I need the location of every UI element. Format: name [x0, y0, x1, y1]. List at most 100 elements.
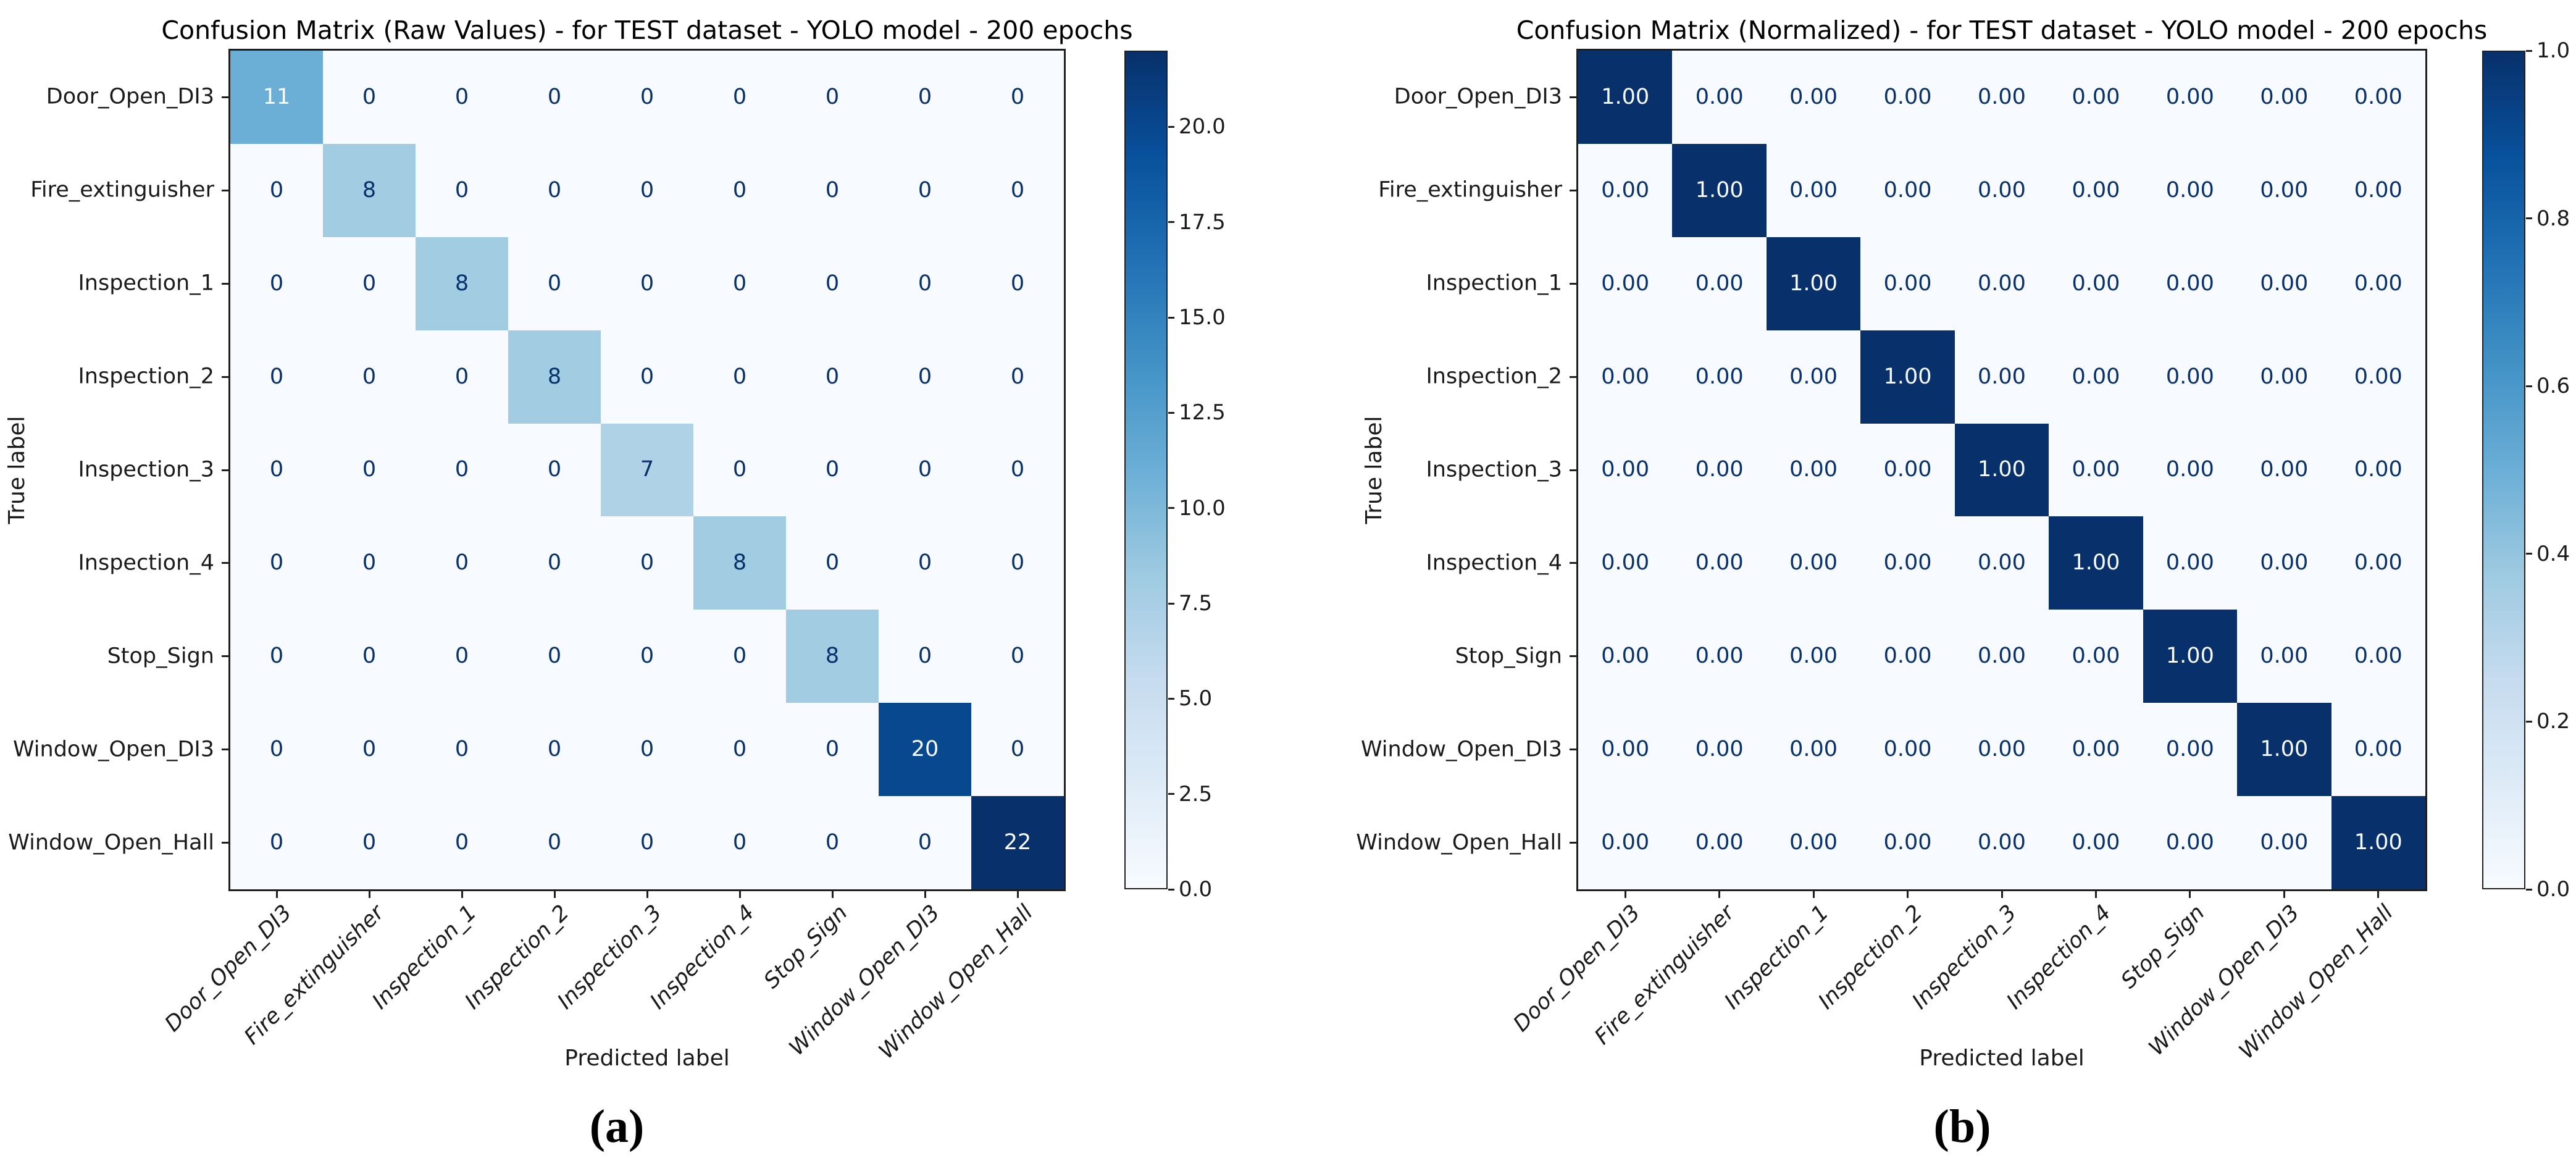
- matrix-cell: 0.00: [2143, 51, 2238, 144]
- y-tick: [222, 189, 228, 191]
- colorbar-tick: [2526, 553, 2532, 555]
- row-label: Inspection_2: [78, 364, 214, 389]
- matrix-cell: 0.00: [2049, 51, 2143, 144]
- matrix-cell: 0: [508, 703, 601, 797]
- matrix-cell: 0.00: [2237, 330, 2331, 424]
- matrix-cell: 0: [786, 423, 879, 517]
- matrix-cell: 0: [879, 423, 971, 517]
- matrix-cell: 0: [323, 516, 416, 610]
- colorbar-tick-label: 15.0: [1179, 305, 1226, 330]
- matrix-cell: 8: [693, 516, 786, 610]
- matrix-cell: 0.00: [1766, 330, 1861, 424]
- matrix-cell: 0: [693, 796, 786, 889]
- matrix-cell: 0: [230, 143, 323, 237]
- colorbar-tick-label: 10.0: [1179, 495, 1226, 521]
- matrix-cell: 0.00: [1860, 796, 1955, 889]
- matrix-cell: 0.00: [1860, 610, 1955, 703]
- matrix-cell: 0.00: [2143, 237, 2238, 330]
- matrix-cell: 0: [693, 610, 786, 703]
- x-tick: [738, 891, 741, 898]
- matrix-cell: 0: [879, 143, 971, 237]
- colorbar-tick-label: 1.0: [2536, 38, 2570, 63]
- matrix-cell: 0: [230, 237, 323, 330]
- matrix-cell: 0.00: [2331, 51, 2425, 144]
- matrix-cell: 0: [971, 610, 1064, 703]
- x-tick: [646, 891, 648, 898]
- y-tick: [1570, 96, 1576, 98]
- matrix-cell: 0.00: [1954, 516, 2049, 610]
- matrix-cell: 1.00: [1766, 237, 1861, 330]
- matrix-cell: 0.00: [1578, 143, 1673, 237]
- matrix-cell: 0.00: [1954, 51, 2049, 144]
- x-tick: [553, 891, 556, 898]
- matrix-cell: 0: [601, 516, 693, 610]
- matrix-cell: 1.00: [1578, 51, 1673, 144]
- y-tick: [222, 282, 228, 285]
- y-tick: [1570, 282, 1576, 285]
- row-label: Inspection_4: [78, 550, 214, 576]
- colorbar-tick: [1168, 507, 1174, 510]
- panel-b: Confusion Matrix (Normalized) - for TEST…: [1288, 0, 2576, 1166]
- matrix-cell: 0.00: [2143, 516, 2238, 610]
- matrix-cell: 0: [971, 516, 1064, 610]
- matrix-cell: 0: [416, 796, 508, 889]
- colorbar-tick-label: 7.5: [1179, 591, 1213, 616]
- colorbar-tick-label: 17.5: [1179, 209, 1226, 235]
- colorbar-tick: [2526, 888, 2532, 891]
- colorbar-tick-label: 12.5: [1179, 400, 1226, 426]
- colorbar-tick: [1168, 888, 1174, 891]
- row-label: Window_Open_DI3: [1360, 737, 1562, 762]
- matrix-cell: 0.00: [2237, 237, 2331, 330]
- matrix-cell: 0.00: [1860, 143, 1955, 237]
- matrix-cell: 0.00: [1766, 143, 1861, 237]
- matrix-cell: 0.00: [1954, 330, 2049, 424]
- matrix-cell: 0.00: [1578, 796, 1673, 889]
- matrix-cell: 0: [786, 703, 879, 797]
- matrix-cell: 0: [323, 703, 416, 797]
- matrix-cell: 0.00: [1578, 703, 1673, 797]
- matrix-cell: 0: [971, 330, 1064, 424]
- x-tick: [2377, 891, 2380, 898]
- x-tick: [2094, 891, 2097, 898]
- matrix-cell: 0.00: [1672, 330, 1767, 424]
- matrix-cell: 0.00: [2143, 703, 2238, 797]
- matrix-cell: 0.00: [2049, 423, 2143, 517]
- matrix-cell: 0.00: [1578, 516, 1673, 610]
- matrix-cell: 0: [416, 703, 508, 797]
- matrix-cell: 0: [786, 796, 879, 889]
- matrix-cell: 0: [693, 143, 786, 237]
- colorbar-tick: [2526, 49, 2532, 52]
- y-tick: [222, 749, 228, 751]
- y-tick: [1570, 469, 1576, 471]
- matrix-cell: 0: [416, 423, 508, 517]
- matrix-cell: 0: [508, 51, 601, 144]
- x-tick: [2001, 891, 2003, 898]
- colorbar-tick: [1168, 602, 1174, 605]
- matrix-cell: 0: [416, 143, 508, 237]
- y-tick: [222, 96, 228, 98]
- heatmap-normalized: 1.00 0.00 0.00 0.00 0.00 0.00 0.00 0.00 0.00 0.00…: [1576, 49, 2427, 891]
- colorbar-tick-label: 2.5: [1179, 781, 1213, 807]
- x-tick: [1624, 891, 1626, 898]
- panel-letter-a: (a): [589, 1101, 645, 1152]
- y-tick: [1570, 189, 1576, 191]
- matrix-cell: 0.00: [1766, 51, 1861, 144]
- matrix-cell: 0.00: [2237, 610, 2331, 703]
- matrix-cell: 0: [323, 237, 416, 330]
- row-label: Inspection_2: [1426, 364, 1562, 389]
- row-label: Window_Open_Hall: [8, 830, 214, 855]
- colorbar-tick-label: 5.0: [1179, 686, 1213, 711]
- matrix-cell: 0.00: [2143, 423, 2238, 517]
- matrix-cell: 0.00: [1954, 703, 2049, 797]
- matrix-cell: 0.00: [1860, 51, 1955, 144]
- matrix-cell: 0.00: [1672, 423, 1767, 517]
- matrix-cell: 0.00: [1578, 330, 1673, 424]
- matrix-cell: 0: [230, 703, 323, 797]
- matrix-cell: 0.00: [2049, 703, 2143, 797]
- matrix-cell: 0.00: [1672, 237, 1767, 330]
- panel-letter-b: (b): [1933, 1101, 1991, 1152]
- row-label: Fire_extinguisher: [1378, 177, 1562, 203]
- matrix-cell: 0.00: [1766, 610, 1861, 703]
- colorbar-tick-label: 0.0: [2536, 877, 2570, 902]
- colorbar-tick: [1168, 125, 1174, 128]
